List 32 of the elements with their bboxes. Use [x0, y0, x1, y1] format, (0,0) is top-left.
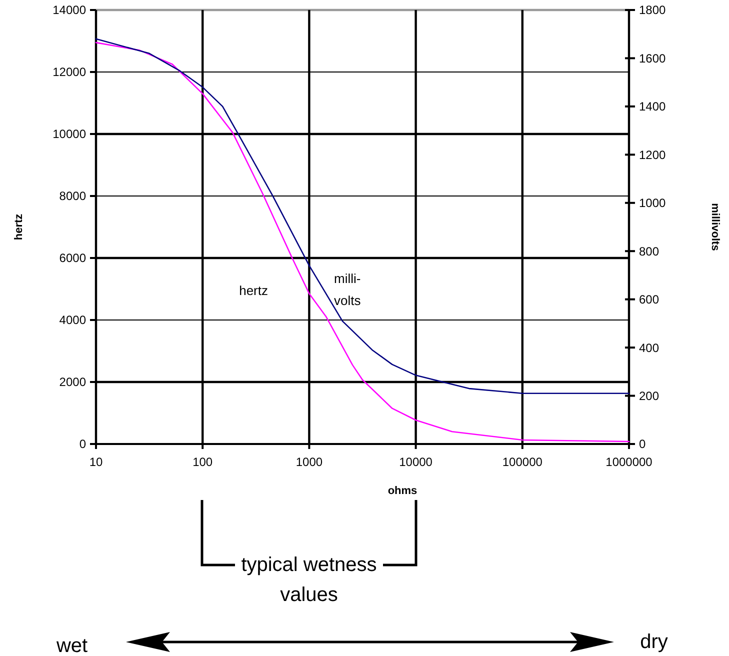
- text: wet: [55, 635, 88, 656]
- y-tick-label: 4000: [59, 313, 86, 328]
- y-tick-label: 14000: [52, 3, 86, 18]
- y2-tick-label: 1800: [639, 3, 666, 18]
- y-tick-label: 8000: [59, 189, 86, 204]
- text: dry: [640, 631, 668, 653]
- y-axis-title: hertz: [13, 213, 25, 240]
- x-tick-label: 100: [192, 455, 213, 469]
- y-tick-label: 2000: [59, 375, 86, 390]
- x-tick-label: 1000: [296, 455, 323, 469]
- y2-axis-title: millivolts: [709, 203, 721, 251]
- y2-tick-label: 400: [639, 340, 660, 355]
- y2-tick-label: 200: [639, 388, 660, 403]
- x-tick-label: 10: [89, 455, 103, 469]
- series-label: milli- volts: [334, 271, 362, 308]
- x-tick-label: 10000: [399, 455, 433, 469]
- y2-tick-label: 1400: [639, 100, 666, 114]
- y2-tick-label: 1600: [639, 51, 666, 66]
- y-tick-label: 0: [79, 437, 86, 452]
- x-tick-label: 100000: [502, 455, 543, 469]
- y-tick-label: 6000: [59, 251, 86, 266]
- y2-tick-label: 1000: [639, 196, 666, 210]
- y2-tick-label: 800: [639, 244, 660, 258]
- y2-tick-label: 0: [639, 437, 646, 452]
- text: hertz: [239, 283, 268, 298]
- y2-tick-label: 1200: [639, 148, 666, 162]
- y-tick-label: 10000: [52, 127, 86, 142]
- x-tick-label: 1000000: [606, 455, 653, 469]
- y-tick-label: 12000: [52, 65, 86, 80]
- x-axis-title: ohms: [388, 485, 418, 497]
- text: typical wetness values: [241, 554, 377, 606]
- y2-tick-label: 600: [639, 292, 660, 307]
